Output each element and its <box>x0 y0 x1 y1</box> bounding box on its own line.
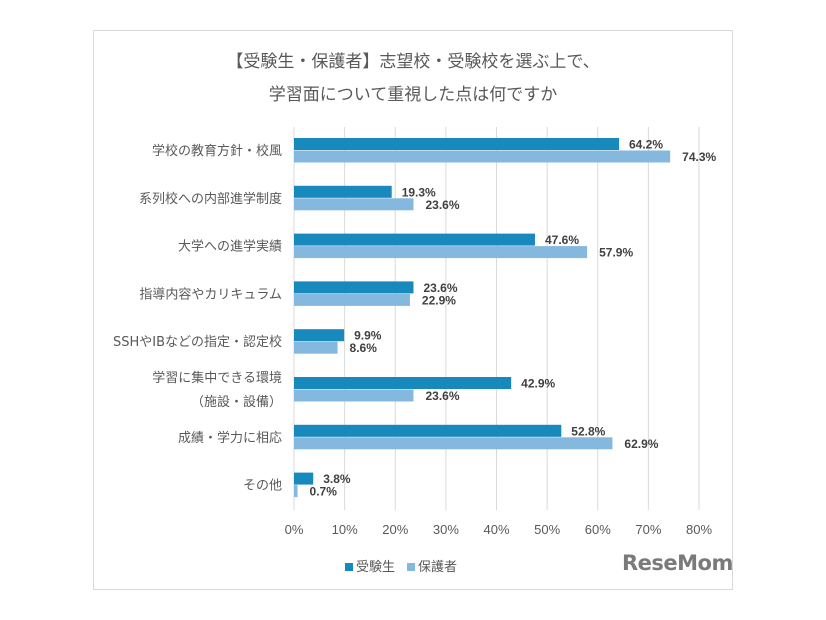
x-tick-label: 60% <box>585 522 611 537</box>
legend-item-parents: 保護者 <box>407 556 457 575</box>
x-tick-label: 0% <box>285 522 304 537</box>
data-label: 8.6% <box>350 341 378 355</box>
data-label: 64.2% <box>629 138 663 152</box>
data-label: 22.9% <box>422 293 456 307</box>
x-tick-label: 20% <box>382 522 408 537</box>
chart-title-line-1: 【受験生・保護者】志望校・受験校を選ぶ上で、 <box>226 52 600 72</box>
data-label: 23.6% <box>423 281 457 295</box>
legend: 受験生 保護者 <box>345 556 457 575</box>
category-label: SSHやIBなどの指定・認定校 <box>113 334 282 350</box>
data-label: 57.9% <box>599 246 633 260</box>
legend-swatch <box>407 563 416 571</box>
bar <box>294 341 338 354</box>
data-label: 42.9% <box>521 377 555 391</box>
chart-frame <box>93 30 733 590</box>
x-tick-label: 80% <box>686 522 712 537</box>
category-label: 学校の教育方針・校風 <box>152 143 282 159</box>
category-label: 指導内容やカリキュラム <box>139 286 282 302</box>
bar <box>294 485 298 498</box>
data-label: 19.3% <box>402 185 436 199</box>
category-label: 成績・学力に相応 <box>178 430 282 446</box>
bar <box>294 246 588 259</box>
bar <box>294 389 414 402</box>
data-label: 52.8% <box>571 424 605 438</box>
bar <box>294 150 671 163</box>
legend-item-students: 受験生 <box>345 556 395 575</box>
resemom-logo: ReseMom <box>622 551 733 575</box>
legend-label: 保護者 <box>418 560 458 575</box>
data-label: 47.6% <box>545 233 579 247</box>
bar <box>294 233 535 246</box>
data-label: 74.3% <box>682 150 716 164</box>
chart-title-line-2: 学習面について重視した点は何ですか <box>268 85 558 105</box>
x-tick-label: 70% <box>635 522 661 537</box>
category-label: 学習に集中できる環境 <box>152 370 282 386</box>
category-label: 大学への進学実績 <box>178 239 282 255</box>
bar <box>294 377 512 389</box>
bar <box>294 198 414 211</box>
data-label: 3.8% <box>323 472 351 486</box>
category-label: （施設・設備） <box>191 394 282 410</box>
bar <box>294 472 314 485</box>
category-label: その他 <box>243 479 282 494</box>
category-label: 系列校への内部進学制度 <box>139 191 282 207</box>
legend-swatch <box>345 563 353 571</box>
x-tick-label: 30% <box>433 522 459 537</box>
data-label: 9.9% <box>354 329 382 343</box>
data-label: 62.9% <box>624 437 658 451</box>
data-label: 23.6% <box>425 198 459 212</box>
legend-label: 受験生 <box>356 560 396 575</box>
bar <box>294 329 345 342</box>
bar <box>294 281 414 294</box>
data-label: 0.7% <box>310 485 338 499</box>
x-tick-label: 40% <box>483 522 509 537</box>
bar <box>294 293 410 306</box>
bar <box>294 424 562 437</box>
x-tick-label: 50% <box>534 522 560 537</box>
bar <box>294 437 613 450</box>
bar <box>294 185 392 198</box>
x-tick-label: 10% <box>332 522 358 537</box>
data-label: 23.6% <box>425 389 459 403</box>
bar <box>294 138 620 150</box>
